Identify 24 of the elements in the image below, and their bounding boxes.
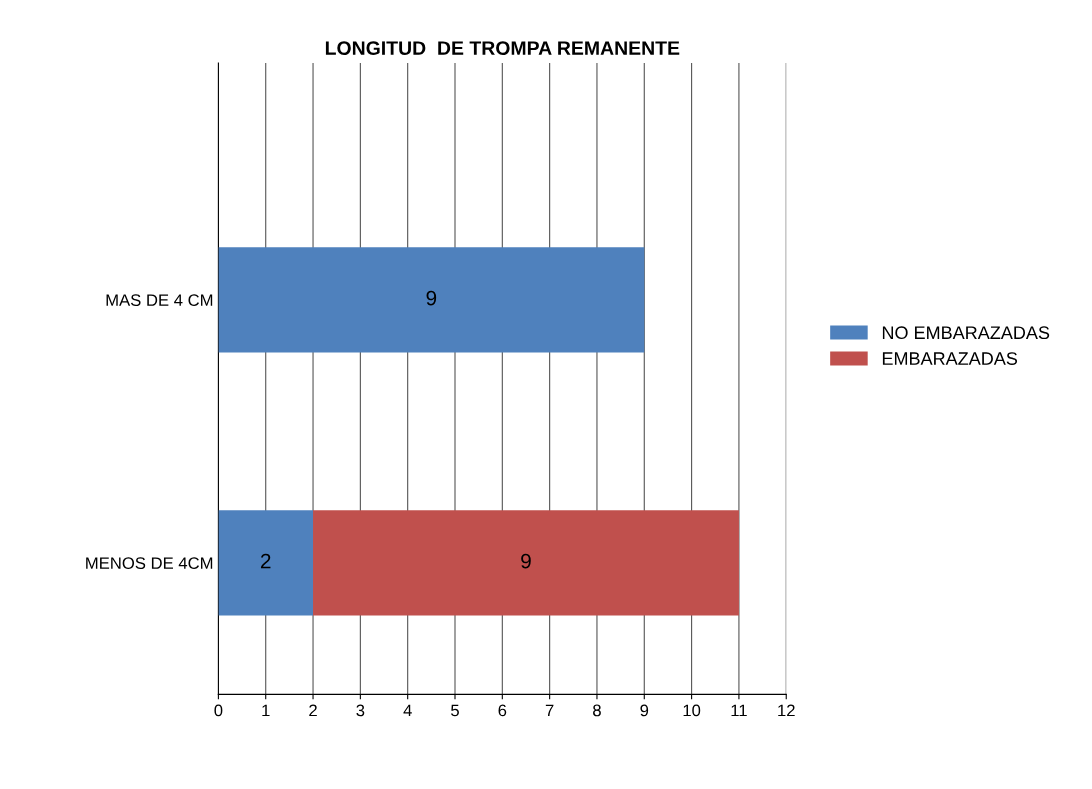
x-tick-label: 5: [451, 704, 459, 717]
x-tick-label: 12: [778, 704, 795, 717]
legend-label: EMBARAZADAS: [882, 352, 1018, 365]
x-tick-label: 11: [731, 704, 747, 717]
data-label: 9: [426, 290, 437, 306]
chart-title: LONGITUD DE TROMPA REMANENTE: [325, 41, 680, 55]
bar: [313, 510, 739, 616]
x-tick-label: 8: [593, 704, 601, 717]
bar: [218, 510, 314, 616]
x-tick-label: 3: [356, 704, 365, 717]
x-tick-label: 2: [309, 704, 317, 717]
y-tick-label: MENOS DE 4CM: [86, 557, 213, 570]
x-tick-label: 0: [214, 704, 223, 717]
data-label: 9: [521, 553, 531, 569]
x-tick-label: 10: [683, 704, 701, 717]
x-tick-label: 9: [640, 704, 649, 717]
legend-label: NO EMBARAZADAS: [882, 326, 1050, 340]
x-tick-label: 7: [545, 704, 554, 717]
x-tick-label: 1: [262, 704, 270, 717]
x-tick-label: 6: [498, 704, 507, 717]
data-label: 2: [260, 553, 271, 569]
y-tick-label: MAS DE 4 CM: [106, 294, 213, 307]
x-tick-label: 4: [403, 704, 412, 717]
bar: [218, 247, 645, 353]
